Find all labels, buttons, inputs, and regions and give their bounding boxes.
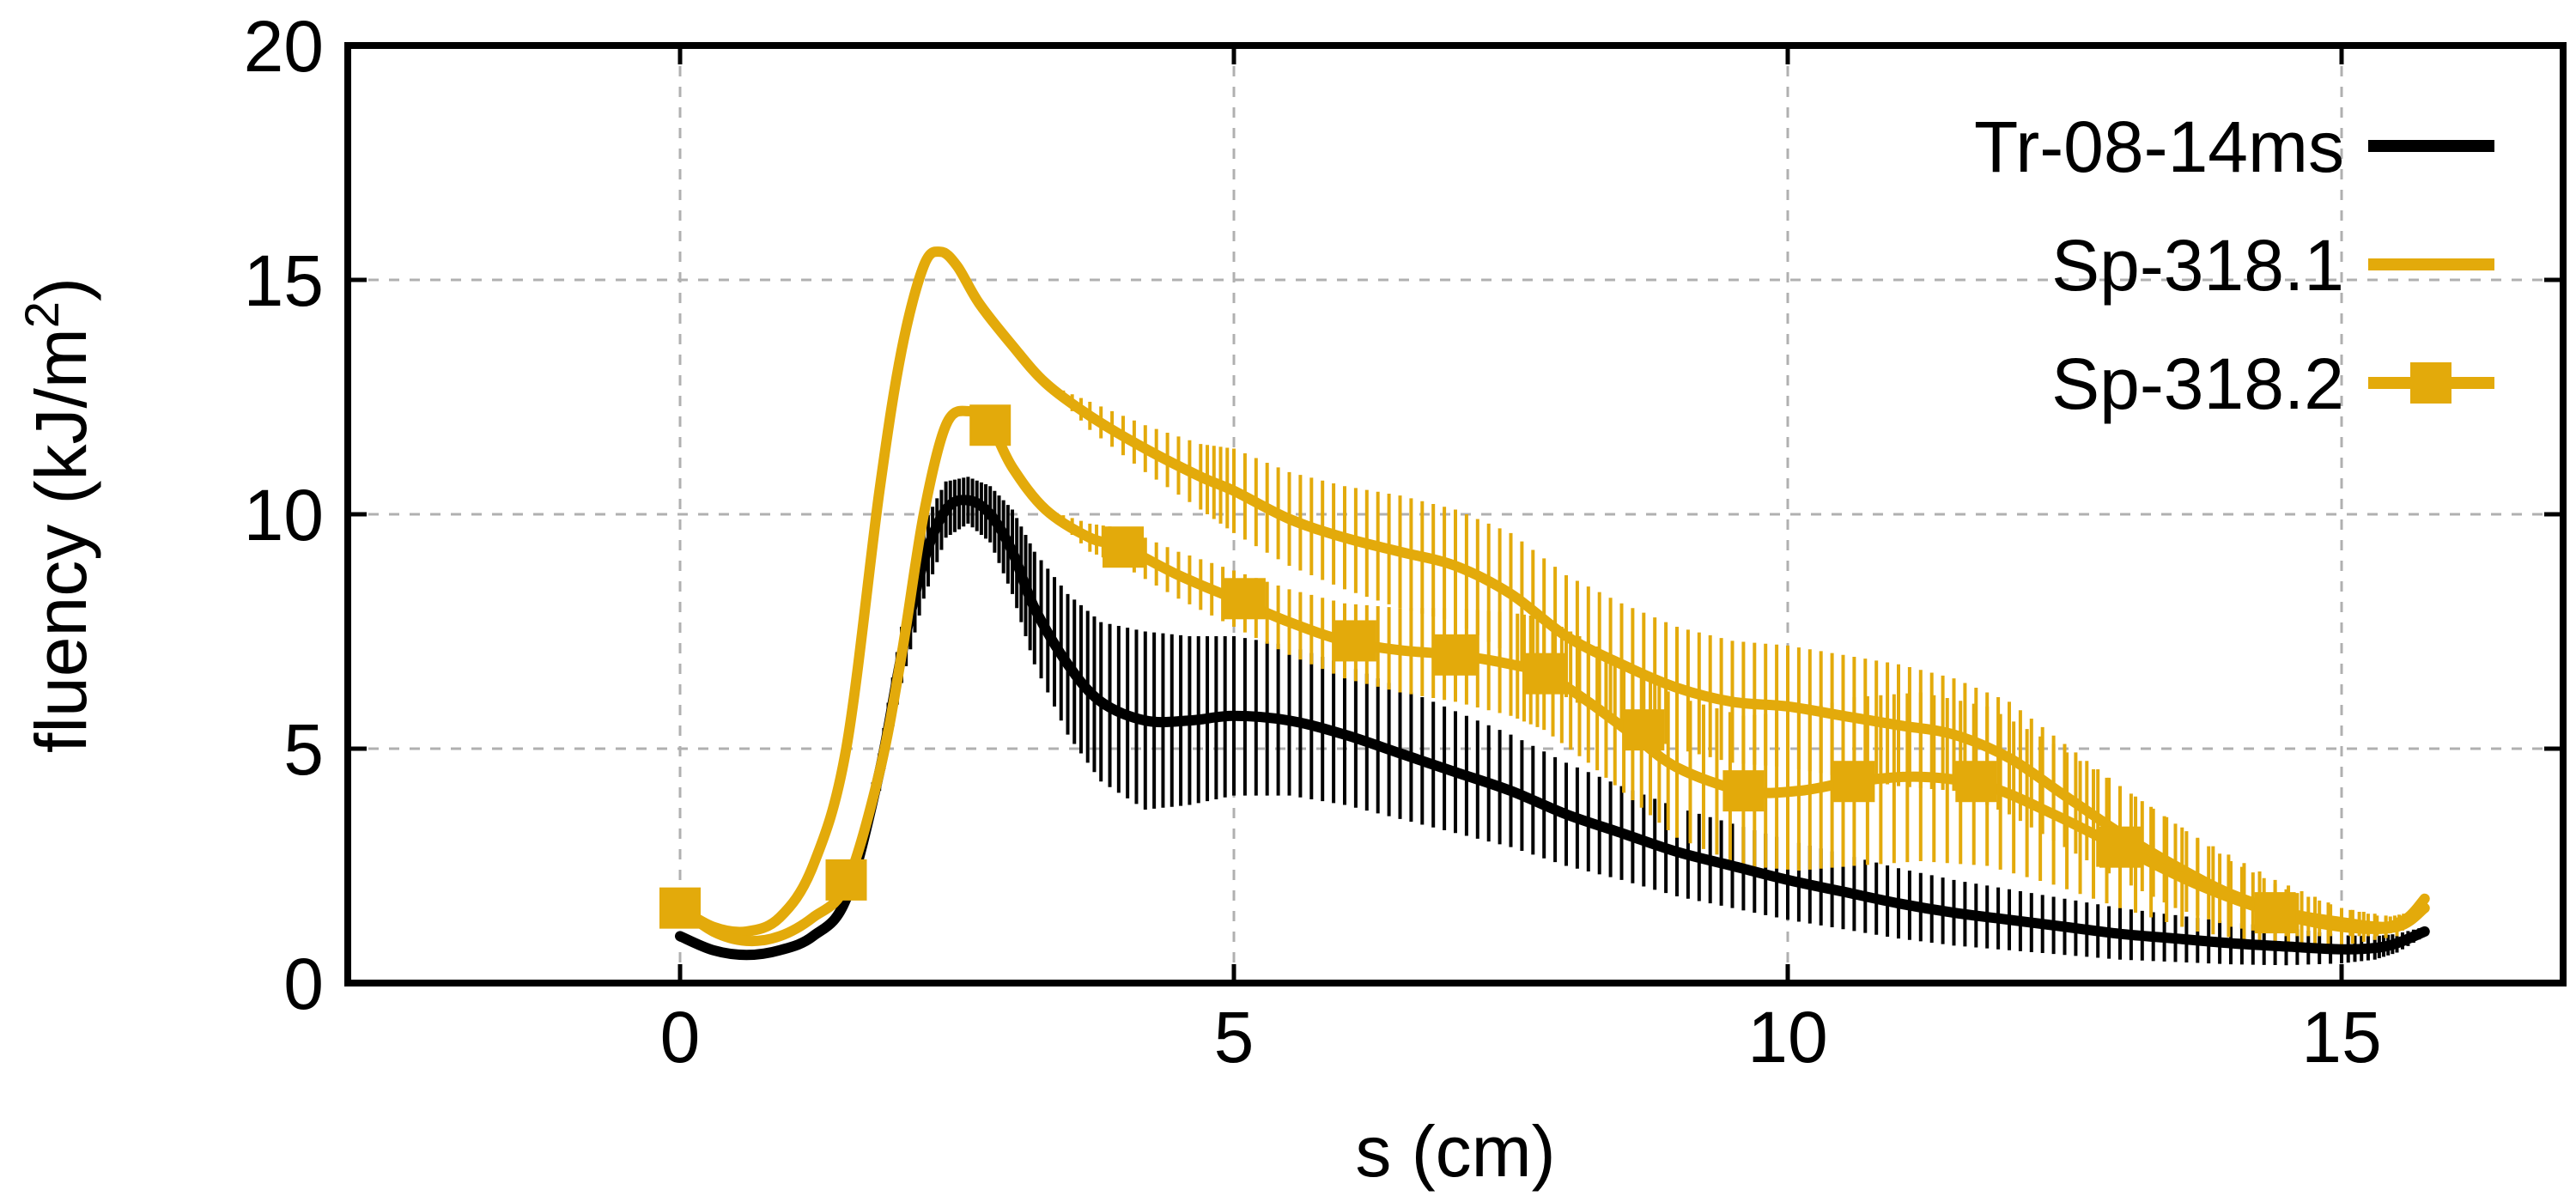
- y-tick-label: 5: [283, 709, 324, 790]
- data-point-marker: [1334, 620, 1376, 662]
- data-point-marker: [1623, 709, 1665, 751]
- data-point-marker: [1435, 634, 1476, 676]
- data-point-marker: [2254, 892, 2296, 934]
- ticks: [348, 43, 2563, 986]
- y-tick-label: 20: [244, 6, 324, 87]
- x-tick-label: 15: [2301, 997, 2381, 1078]
- markers-group: [659, 404, 2296, 934]
- data-point-marker: [2099, 826, 2141, 868]
- y-axis-label: fluency (kJ/m2): [15, 277, 101, 753]
- y-tick-label: 10: [244, 475, 324, 555]
- legend-label: Sp-318.2: [2051, 343, 2344, 424]
- x-axis-label: s (cm): [1355, 1111, 1555, 1192]
- y-tick-label: 0: [283, 944, 324, 1024]
- legend: Tr-08-14ms Sp-318.1 Sp-318.2: [1974, 106, 2494, 424]
- x-tick-label: 0: [660, 997, 701, 1078]
- x-tick-label: 10: [1747, 997, 1827, 1078]
- data-point-marker: [1523, 653, 1565, 695]
- data-point-marker: [1722, 770, 1765, 812]
- x-tick-label: 5: [1214, 997, 1255, 1078]
- data-point-marker: [1955, 761, 1997, 803]
- legend-label: Sp-318.1: [2051, 225, 2344, 306]
- data-point-marker: [1224, 578, 1266, 620]
- data-point-marker: [1833, 761, 1875, 803]
- tick-labels: 0 5 10 15 0 5 10 15 20: [244, 6, 2382, 1078]
- y-tick-label: 15: [244, 240, 324, 321]
- data-point-marker: [1103, 526, 1144, 568]
- y-axis-label-base: fluency (kJ/m: [21, 328, 101, 753]
- y-axis-label-superscript: 2: [15, 301, 69, 328]
- data-point-marker: [969, 404, 1012, 446]
- data-point-marker: [659, 887, 701, 929]
- legend-label: Tr-08-14ms: [1974, 106, 2344, 187]
- legend-marker: [2410, 362, 2451, 404]
- data-point-marker: [825, 859, 867, 901]
- y-axis-label-end: ): [21, 277, 101, 301]
